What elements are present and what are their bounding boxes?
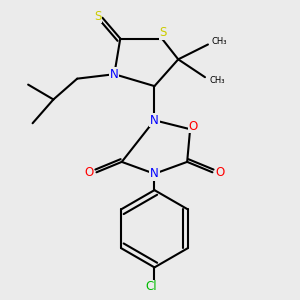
- Text: S: S: [160, 26, 167, 39]
- Text: N: N: [150, 167, 159, 180]
- Text: S: S: [94, 10, 102, 23]
- Text: O: O: [84, 166, 94, 179]
- Text: N: N: [150, 114, 159, 127]
- Text: CH₃: CH₃: [209, 76, 225, 85]
- Text: Cl: Cl: [146, 280, 157, 293]
- Text: O: O: [188, 120, 198, 133]
- Text: N: N: [110, 68, 119, 81]
- Text: O: O: [215, 166, 224, 179]
- Text: CH₃: CH₃: [212, 37, 227, 46]
